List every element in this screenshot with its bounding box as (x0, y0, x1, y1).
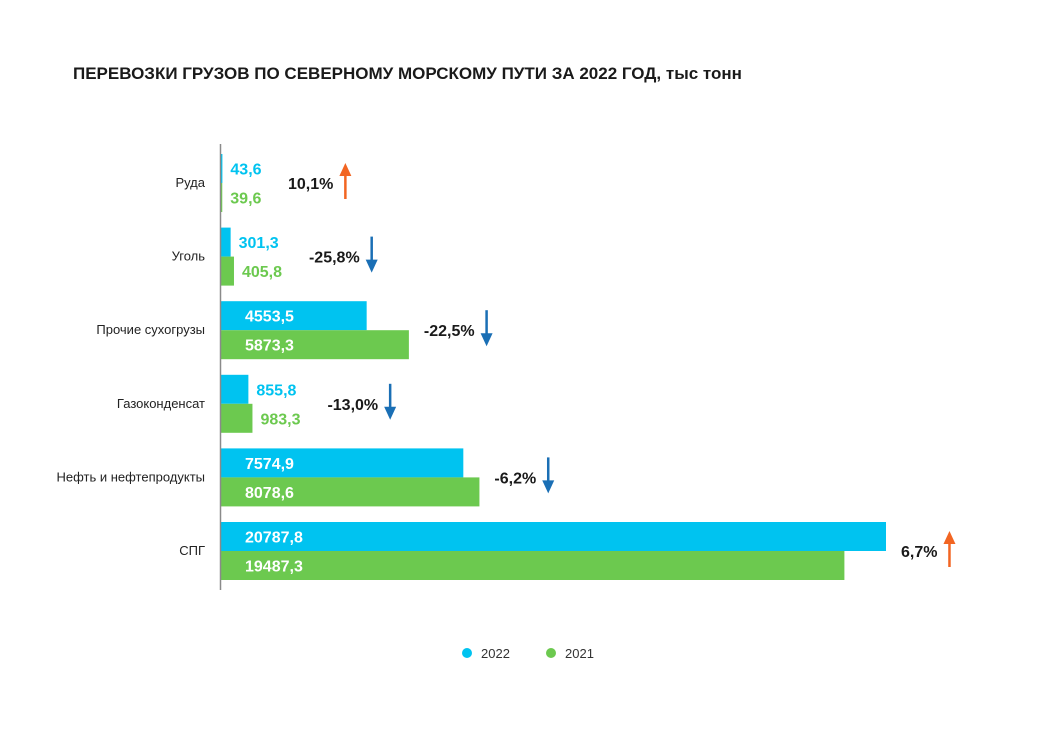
bar-2022-0 (221, 154, 223, 183)
change-label-4: -6,2% (494, 470, 536, 487)
bar-2021-3 (221, 403, 253, 433)
bar-2022-4 (221, 448, 464, 478)
category-label: Нефть и нефтепродукты (56, 469, 205, 484)
legend-marker-2021 (546, 648, 556, 658)
bar-2021-4 (221, 477, 480, 507)
category-label: Уголь (172, 249, 206, 264)
arrow-down-icon (365, 236, 378, 273)
arrow-up-icon (339, 163, 352, 199)
arrow-up-icon (943, 531, 956, 567)
bar-2022-2 (221, 301, 367, 331)
arrow-down-icon (480, 310, 493, 347)
category-label: Газоконденсат (117, 396, 205, 411)
arrow-down-icon (542, 457, 555, 494)
value-label-2022-2: 4553,5 (245, 309, 294, 326)
value-label-2021-0: 39,6 (230, 191, 261, 208)
change-label-5: 6,7% (901, 544, 937, 561)
legend-label-2021: 2021 (565, 646, 594, 661)
value-label-2021-1: 405,8 (242, 264, 282, 281)
change-label-3: -13,0% (327, 397, 378, 414)
category-label: Руда (175, 175, 205, 190)
bar-2022-3 (221, 374, 249, 404)
value-label-2022-0: 43,6 (230, 162, 261, 179)
legend: 2022 2021 (462, 646, 594, 661)
change-annotations: 10,1% -25,8% -22,5% -13,0% -6,2% 6,7% (288, 163, 956, 567)
arrow-down-icon (384, 383, 397, 420)
chart-title: ПЕРЕВОЗКИ ГРУЗОВ ПО СЕВЕРНОМУ МОРСКОМУ П… (73, 64, 742, 83)
bar-2021-0 (221, 183, 223, 212)
bar-2021-2 (221, 330, 409, 360)
bar-2021-5 (221, 551, 845, 580)
value-label-2022-3: 855,8 (256, 382, 296, 399)
value-label-2022-1: 301,3 (239, 235, 279, 252)
bar-2022-1 (221, 227, 231, 257)
category-label: Прочие сухогрузы (96, 322, 205, 337)
bar-2021-1 (221, 256, 234, 286)
value-label-2021-4: 8078,6 (245, 485, 294, 502)
value-label-2021-5: 19487,3 (245, 559, 303, 576)
change-label-2: -22,5% (424, 323, 475, 340)
legend-label-2022: 2022 (481, 646, 510, 661)
value-label-2021-3: 983,3 (260, 411, 300, 428)
value-label-2021-2: 5873,3 (245, 338, 294, 355)
category-labels: Руда Уголь Прочие сухогрузы Газоконденсат Не… (56, 175, 205, 558)
category-label: СПГ (179, 543, 205, 558)
bar-2022-5 (221, 522, 886, 551)
legend-marker-2022 (462, 648, 472, 658)
change-label-1: -25,8% (309, 250, 360, 267)
value-label-2022-4: 7574,9 (245, 456, 294, 473)
change-label-0: 10,1% (288, 176, 333, 193)
value-label-2022-5: 20787,8 (245, 530, 303, 547)
bars (221, 154, 886, 580)
value-labels: 43,6 39,6 301,3 405,8 4553,5 5873,3 855,8 983,3… (230, 162, 303, 576)
